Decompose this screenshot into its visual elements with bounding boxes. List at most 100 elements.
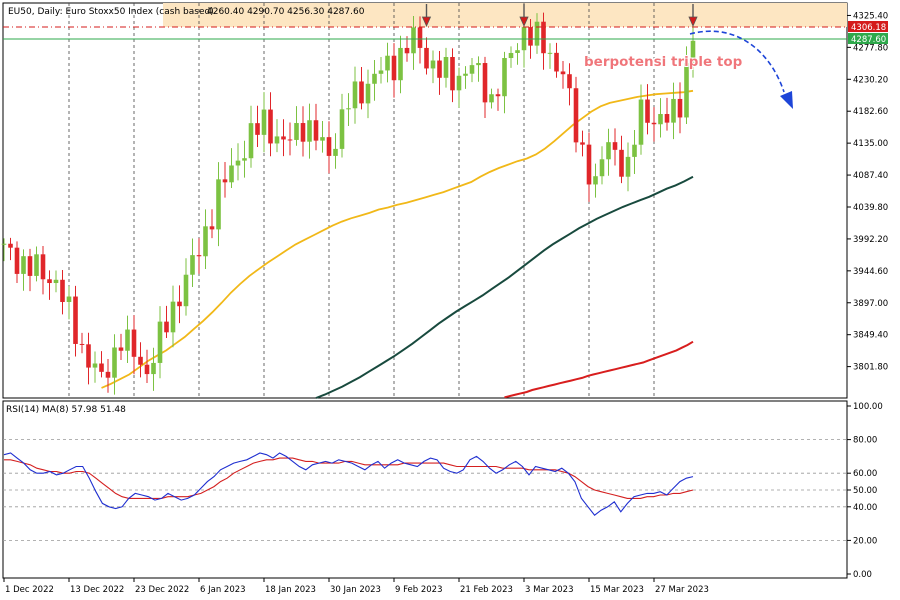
ma-fast-line bbox=[101, 89, 694, 389]
moving-averages bbox=[101, 89, 694, 399]
candle-body bbox=[294, 123, 299, 140]
candle-body bbox=[469, 65, 475, 74]
rsi-tick-label: 20.00 bbox=[853, 536, 877, 546]
candle-body bbox=[27, 256, 33, 276]
candle-body bbox=[86, 344, 91, 368]
time-tick-label: 1 Dec 2022 bbox=[5, 585, 54, 595]
candle-body bbox=[606, 142, 611, 160]
candle-body bbox=[560, 71, 566, 75]
rsi-tick-label: 100.00 bbox=[853, 402, 883, 412]
candle-body bbox=[411, 27, 416, 54]
rsi-axis: 100.00 80.00 60.00 50.00 40.00 20.00 0.00 bbox=[847, 402, 883, 580]
candle-body bbox=[112, 347, 117, 378]
candle-body bbox=[658, 114, 663, 125]
candle-body bbox=[593, 176, 598, 185]
candle-body bbox=[157, 321, 163, 363]
peak-arrowhead-icon bbox=[688, 16, 698, 27]
triple-top-annotation: berpotensi triple top bbox=[584, 54, 743, 70]
candle-body bbox=[671, 98, 676, 123]
candle-body bbox=[339, 109, 345, 149]
candle-body bbox=[547, 52, 553, 54]
resistance-price-label: 4306.18 bbox=[851, 23, 886, 33]
candle-body bbox=[443, 56, 449, 78]
price-tick-label: 4325.40 bbox=[853, 11, 888, 21]
candle-body bbox=[105, 371, 111, 378]
peak-arrowhead-icon bbox=[519, 16, 529, 27]
resistance-price-tag bbox=[848, 21, 888, 32]
rsi-tick-label: 40.00 bbox=[853, 503, 877, 513]
candle-body bbox=[313, 120, 319, 141]
candle-body bbox=[424, 47, 429, 69]
candle-body bbox=[66, 296, 72, 302]
rsi-title: RSI(14) MA(8) 57.98 51.48 bbox=[6, 405, 126, 415]
candle-body bbox=[456, 75, 462, 91]
rsi-tick-label: 80.00 bbox=[853, 436, 877, 446]
price-tick-label: 3944.60 bbox=[853, 267, 888, 277]
candle-body bbox=[183, 274, 189, 307]
candle-body bbox=[359, 81, 364, 104]
price-axis: 4325.40 4277.80 4230.20 4182.60 4135.00 4087.… bbox=[847, 11, 888, 373]
candle-body bbox=[599, 159, 605, 177]
candle-body bbox=[372, 73, 377, 84]
candle-body bbox=[8, 243, 13, 248]
candle-body bbox=[235, 160, 241, 166]
candle-body bbox=[274, 136, 280, 144]
candle-body bbox=[73, 296, 78, 344]
candle-body bbox=[645, 99, 650, 123]
candle-body bbox=[398, 47, 403, 81]
price-tick-label: 4135.00 bbox=[853, 139, 888, 149]
candle-body bbox=[281, 136, 286, 140]
candle-body bbox=[14, 247, 20, 274]
price-tick-label: 3897.00 bbox=[853, 299, 888, 309]
candle-body bbox=[541, 21, 546, 54]
current-price-label: 4287.60 bbox=[851, 35, 886, 45]
price-tick-label: 4087.40 bbox=[853, 171, 888, 181]
candle-body bbox=[229, 165, 234, 183]
candle-body bbox=[53, 279, 59, 284]
candle-body bbox=[495, 94, 501, 97]
candle-body bbox=[365, 83, 371, 104]
candle-body bbox=[248, 123, 254, 159]
symbol-header: EU50, Daily: Euro Stoxx50 Index (cash ba… bbox=[8, 7, 214, 17]
candle-body bbox=[242, 158, 247, 161]
candle-body bbox=[385, 55, 390, 71]
candle-body bbox=[690, 40, 696, 64]
peak-arrow-icons bbox=[421, 4, 698, 27]
candle-body bbox=[34, 254, 39, 276]
rsi-tick-label: 60.00 bbox=[853, 469, 877, 479]
candle-body bbox=[47, 279, 52, 284]
candle-body bbox=[430, 60, 436, 69]
candle-body bbox=[151, 362, 156, 375]
candle-body bbox=[287, 139, 293, 141]
candle-body bbox=[1, 243, 7, 245]
candle-body bbox=[346, 108, 351, 110]
candle-body bbox=[170, 301, 176, 333]
time-axis: 1 Dec 2022 13 Dec 2022 23 Dec 2022 6 Jan 20… bbox=[3, 578, 709, 595]
candlesticks[interactable] bbox=[1, 12, 696, 395]
resistance-zone bbox=[163, 3, 847, 27]
candle-body bbox=[216, 179, 221, 230]
candle-body bbox=[586, 144, 592, 185]
time-tick-label: 21 Feb 2023 bbox=[460, 585, 513, 595]
candle-body bbox=[352, 81, 358, 109]
candle-body bbox=[164, 321, 169, 333]
price-tick-label: 3801.80 bbox=[853, 363, 888, 373]
price-panel-frame bbox=[2, 2, 848, 399]
candle-body bbox=[528, 27, 533, 46]
candle-body bbox=[118, 347, 124, 351]
candle-body bbox=[391, 55, 397, 81]
candle-body bbox=[482, 63, 488, 103]
price-tick-label: 4230.20 bbox=[853, 75, 888, 85]
candle-body bbox=[21, 256, 26, 274]
candle-body bbox=[326, 137, 332, 156]
candle-body bbox=[261, 109, 267, 135]
time-tick-label: 27 Mar 2023 bbox=[655, 585, 709, 595]
candle-body bbox=[190, 255, 195, 275]
candle-body bbox=[203, 226, 208, 257]
candle-body bbox=[489, 94, 494, 103]
candle-body bbox=[508, 52, 514, 59]
candle-body bbox=[664, 114, 670, 123]
time-tick-label: 15 Mar 2023 bbox=[590, 585, 644, 595]
price-tick-label: 4039.80 bbox=[853, 203, 888, 213]
